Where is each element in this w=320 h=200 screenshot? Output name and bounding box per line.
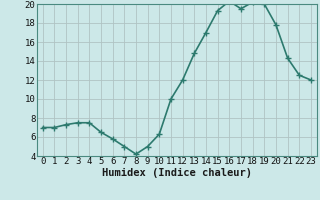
X-axis label: Humidex (Indice chaleur): Humidex (Indice chaleur) — [102, 168, 252, 178]
